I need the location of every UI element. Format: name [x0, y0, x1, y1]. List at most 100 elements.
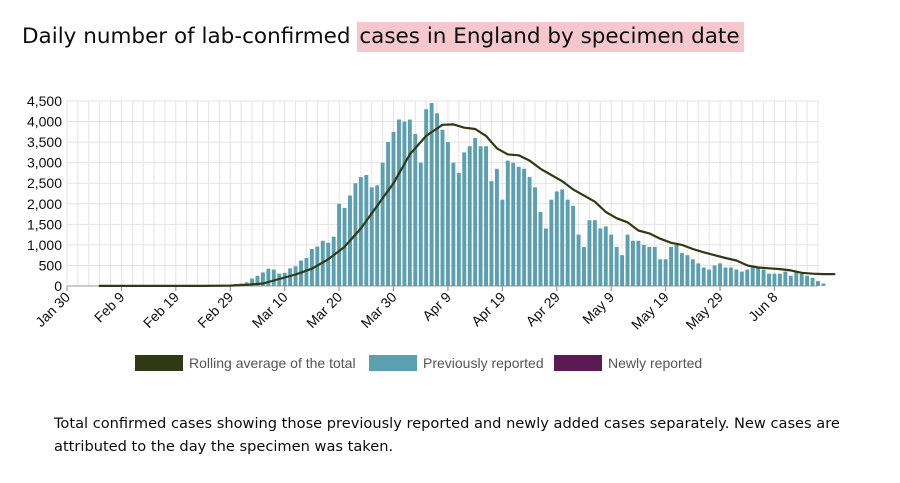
- bar-previously-reported: [391, 131, 396, 286]
- legend-label-newly: Newly reported: [608, 355, 702, 371]
- x-tick-label: May 9: [579, 289, 617, 327]
- bar-previously-reported: [369, 187, 374, 286]
- bar-previously-reported: [658, 259, 663, 286]
- bar-previously-reported: [723, 267, 728, 286]
- bar-previously-reported: [631, 240, 635, 286]
- x-tick-label: Feb 19: [140, 289, 182, 331]
- bar-previously-reported: [445, 142, 450, 286]
- bar-previously-reported: [440, 129, 445, 286]
- legend-swatch-previous: [369, 355, 417, 371]
- bar-previously-reported: [734, 269, 739, 286]
- bar-series: [97, 103, 826, 286]
- y-tick-label: 4,500: [27, 93, 62, 109]
- bar-previously-reported: [587, 220, 592, 286]
- x-tick-label: Feb 9: [91, 289, 128, 326]
- bar-previously-reported: [533, 187, 537, 286]
- x-tick-label: Apr 29: [522, 289, 563, 330]
- bar-previously-reported: [598, 228, 603, 286]
- bar-previously-reported: [554, 191, 559, 286]
- x-tick-label: May 29: [682, 289, 726, 333]
- bar-previously-reported: [337, 203, 342, 286]
- bar-previously-reported: [718, 263, 723, 286]
- bar-previously-reported: [690, 259, 695, 286]
- bar-previously-reported: [772, 273, 777, 286]
- chart-caption: Total confirmed cases showing those prev…: [54, 415, 840, 455]
- y-tick-label: 2,000: [27, 196, 62, 212]
- x-tick-label: Mar 20: [303, 289, 345, 331]
- legend-label-previous: Previously reported: [423, 355, 544, 371]
- bar-previously-reported: [435, 113, 440, 286]
- bar-previously-reported: [794, 271, 799, 286]
- bar-previously-reported: [511, 162, 516, 286]
- bar-previously-reported: [413, 133, 418, 286]
- bar-previously-reported: [402, 121, 407, 286]
- bar-previously-reported: [609, 234, 614, 286]
- bar-previously-reported: [592, 220, 597, 286]
- bar-previously-reported: [424, 109, 429, 286]
- bar-previously-reported: [810, 277, 815, 286]
- bar-previously-reported: [679, 253, 684, 286]
- x-tick-label: Mar 10: [249, 289, 291, 331]
- x-tick-label: Jan 30: [32, 289, 73, 330]
- bar-previously-reported: [576, 234, 581, 286]
- bar-previously-reported: [505, 160, 510, 286]
- bar-previously-reported: [652, 246, 657, 286]
- bar-previously-reported: [549, 199, 554, 286]
- bar-previously-reported: [293, 266, 298, 286]
- y-axis: 0 500 1,000 1,500 2,000 2,500 3,000 3,500 4,000 4…: [27, 93, 62, 294]
- rolling-average-line: [98, 123, 836, 287]
- bar-previously-reported: [636, 240, 641, 286]
- bar-previously-reported: [674, 244, 679, 286]
- bar-previously-reported: [641, 244, 646, 286]
- bar-previously-reported: [358, 177, 363, 286]
- bar-previously-reported: [288, 268, 293, 286]
- chart-title-prefix: Daily number of lab-confirmed: [22, 24, 358, 49]
- bar-previously-reported: [326, 242, 331, 286]
- bar-previously-reported: [582, 246, 586, 286]
- bar-previously-reported: [250, 278, 254, 286]
- bar-previously-reported: [375, 185, 380, 286]
- bar-previously-reported: [799, 273, 804, 286]
- bar-previously-reported: [418, 162, 423, 286]
- bar-previously-reported: [701, 267, 706, 286]
- bar-previously-reported: [282, 272, 287, 286]
- y-tick-label: 1,500: [27, 216, 62, 232]
- bar-previously-reported: [380, 162, 385, 286]
- bar-previously-reported: [451, 162, 456, 286]
- bar-previously-reported: [620, 255, 625, 286]
- x-tick-label: May 19: [628, 289, 672, 333]
- bar-previously-reported: [478, 146, 483, 286]
- bar-previously-reported: [407, 119, 412, 286]
- bar-previously-reported: [756, 267, 761, 286]
- legend-swatch-newly: [554, 355, 602, 371]
- bar-previously-reported: [473, 138, 478, 286]
- bar-previously-reported: [777, 273, 782, 286]
- bar-previously-reported: [712, 265, 717, 286]
- bar-previously-reported: [538, 212, 543, 286]
- bar-previously-reported: [707, 269, 712, 286]
- bar-previously-reported: [571, 205, 576, 286]
- bar-previously-reported: [761, 269, 766, 286]
- bar-previously-reported: [663, 259, 668, 286]
- bar-previously-reported: [527, 177, 532, 286]
- y-tick-label: 3,500: [27, 134, 62, 150]
- bar-previously-reported: [669, 246, 674, 286]
- bar-previously-reported: [494, 168, 499, 286]
- bar-previously-reported: [364, 175, 369, 286]
- cases-chart: 0 500 1,000 1,500 2,000 2,500 3,000 3,500 4,000 4…: [27, 93, 836, 371]
- bar-previously-reported: [783, 271, 788, 286]
- bar-previously-reported: [304, 258, 309, 286]
- bar-previously-reported: [647, 246, 652, 286]
- bar-previously-reported: [397, 119, 401, 286]
- x-tick-label: Mar 30: [358, 289, 400, 331]
- x-tick-label: Apr 9: [419, 289, 454, 324]
- y-tick-label: 1,000: [27, 237, 62, 253]
- bar-previously-reported: [625, 234, 630, 286]
- bar-previously-reported: [260, 272, 265, 286]
- y-tick-label: 3,000: [27, 155, 62, 171]
- bar-previously-reported: [821, 283, 826, 286]
- chart-title-highlight: cases in England by specimen date: [357, 22, 744, 52]
- bar-previously-reported: [271, 269, 276, 286]
- y-tick-label: 0: [54, 278, 62, 294]
- bar-previously-reported: [543, 228, 548, 286]
